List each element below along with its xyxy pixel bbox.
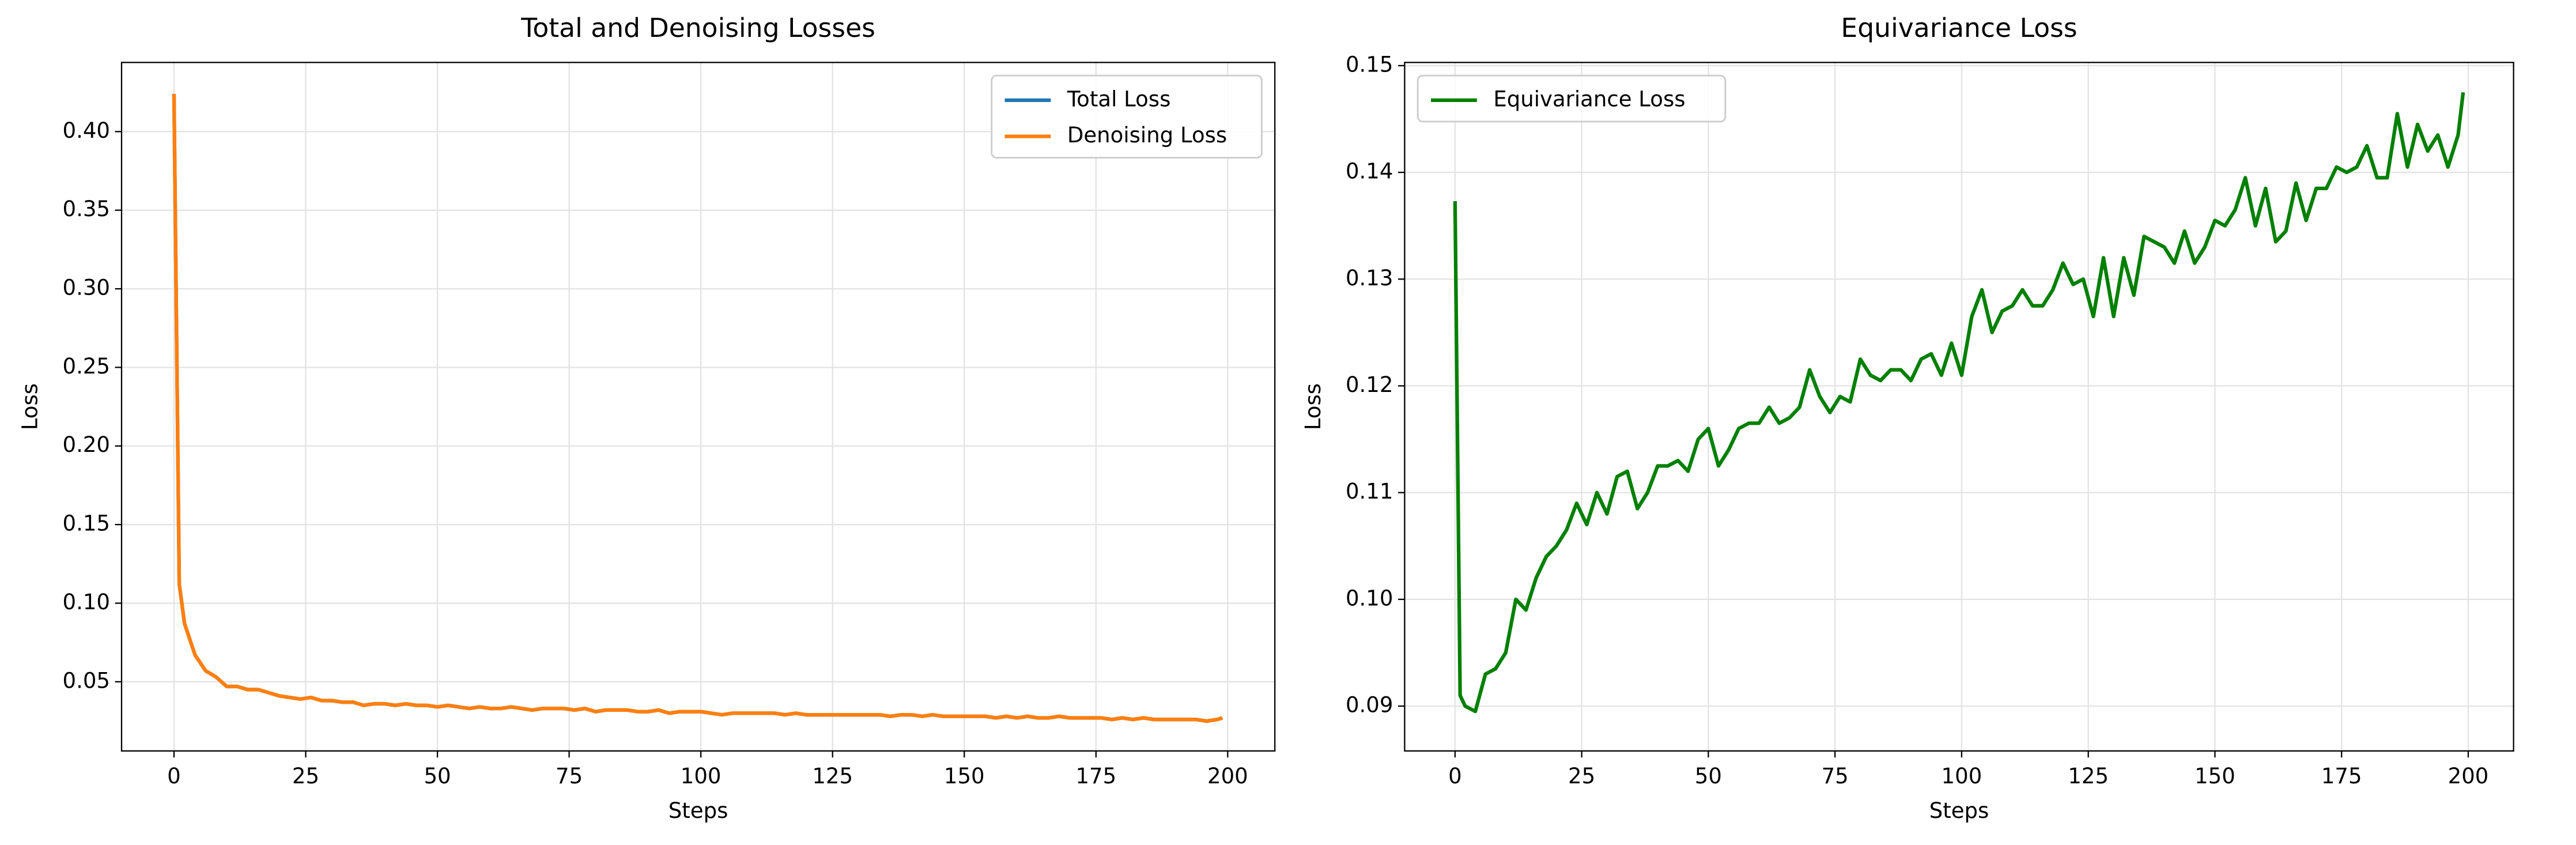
data-line [172,93,1223,723]
legend: Equivariance Loss [1417,74,1727,123]
axes: 0 25 50 75 100 125 150 175 200 0.09 0.10 0.11 0.12 0.… [1301,13,2514,823]
y-tick-label: 0.35 [63,197,110,221]
y-tick-label: 0.10 [1346,586,1393,610]
legend-label: Equivariance Loss [1493,86,1685,111]
y-axis-label: Loss [18,383,43,430]
x-tick-label: 50 [424,764,451,789]
x-tick-label: 125 [2068,764,2109,789]
legend-box [991,74,1263,159]
x-tick-label: 25 [1568,764,1595,789]
x-tick-label: 175 [2321,764,2362,789]
x-tick-label: 0 [167,764,181,789]
y-tick-label: 0.25 [63,354,110,379]
x-tick-label: 25 [292,764,319,789]
chart-title: Total and Denoising Losses [520,13,875,43]
x-tick-label: 200 [1207,764,1248,789]
y-tick-label: 0.12 [1346,372,1393,397]
data-line [1453,92,2465,714]
chart-title: Equivariance Loss [1841,13,2077,43]
legend-label: Denoising Loss [1067,123,1227,148]
y-tick-label: 0.09 [1346,693,1393,718]
axes: 0 25 50 75 100 125 150 175 200 0.05 0.10 0.15 0.20 0.… [18,13,1276,823]
x-tick-label: 200 [2448,764,2489,789]
x-tick-label: 175 [1075,764,1116,789]
y-tick-label: 0.40 [63,118,110,143]
y-tick-label: 0.30 [63,276,110,300]
y-axis-label: Loss [1301,383,1325,430]
y-tick-label: 0.15 [1346,52,1393,77]
y-tick-label: 0.13 [1346,266,1393,291]
y-tick-label: 0.05 [63,668,110,693]
x-tick-label: 75 [1822,764,1849,789]
x-tick-label: 150 [2194,764,2235,789]
x-tick-label: 75 [556,764,583,789]
x-tick-label: 125 [812,764,853,789]
x-tick-label: 100 [1942,764,1982,789]
x-tick-label: 100 [681,764,722,789]
y-tick-label: 0.20 [63,432,110,457]
x-tick-label: 0 [1448,764,1462,789]
x-axis-label: Steps [1929,798,1989,823]
y-tick-label: 0.11 [1346,479,1393,504]
axes-frame [1404,62,2514,752]
y-tick-label: 0.15 [63,511,110,536]
legend-box [1417,74,1727,123]
y-tick-label: 0.10 [63,590,110,614]
data-line [172,93,1223,723]
legend-label: Total Loss [1067,86,1171,111]
x-tick-label: 50 [1695,764,1722,789]
x-axis-label: Steps [668,798,728,823]
axes-frame [120,62,1276,752]
x-tick-label: 150 [944,764,985,789]
legend: Total Loss Denoising Loss [991,74,1263,159]
y-tick-label: 0.14 [1346,159,1393,184]
